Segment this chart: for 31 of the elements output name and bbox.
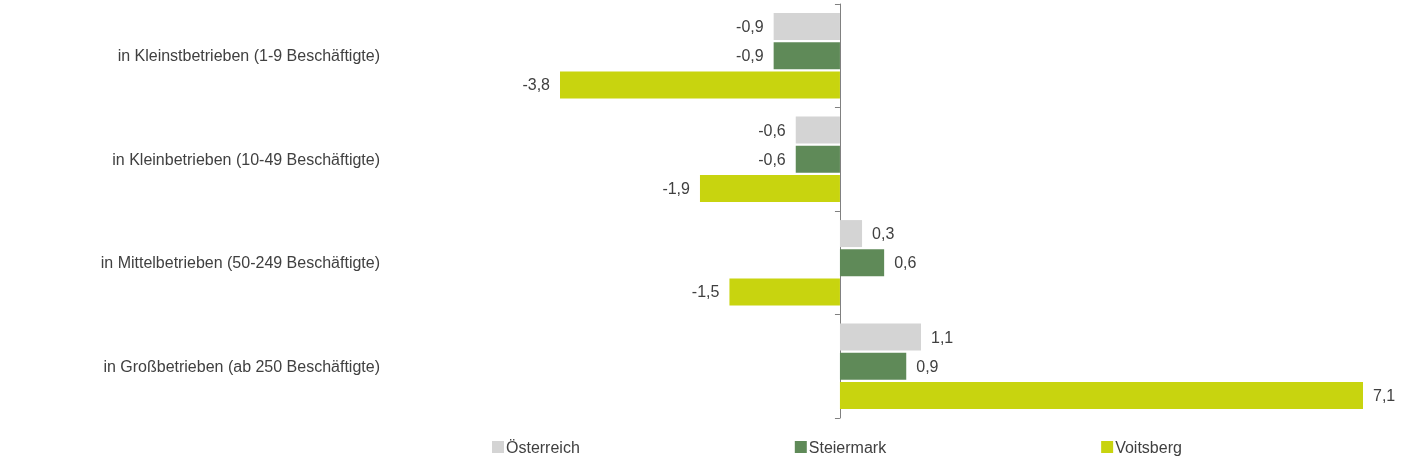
data-label: 1,1 bbox=[930, 328, 954, 346]
y-tick-label: in Kleinbetrieben (10-49 Beschäftigte) bbox=[112, 150, 380, 168]
y-tick-label: in Kleinstbetrieben (1-9 Beschäftigte) bbox=[117, 47, 380, 65]
data-label: -1,9 bbox=[662, 179, 691, 197]
data-label: 0,6 bbox=[894, 254, 917, 272]
bar bbox=[560, 71, 840, 99]
bar bbox=[729, 278, 840, 306]
legend-label: Österreich bbox=[506, 438, 580, 456]
bar bbox=[699, 174, 840, 202]
data-label: 0,9 bbox=[916, 357, 939, 375]
legend-label: Voitsberg bbox=[1115, 438, 1182, 456]
bar bbox=[795, 145, 840, 173]
bar bbox=[839, 220, 863, 248]
bar bbox=[839, 249, 885, 277]
bar bbox=[773, 13, 840, 41]
data-label: -0,9 bbox=[736, 47, 764, 65]
bar bbox=[839, 352, 907, 380]
data-label: -1,5 bbox=[691, 283, 720, 301]
y-tick-label: in Großbetrieben (ab 250 Beschäftigte) bbox=[103, 357, 380, 375]
bar bbox=[839, 381, 1363, 409]
bar bbox=[839, 323, 921, 351]
data-label: -0,9 bbox=[736, 18, 764, 36]
data-label: -3,8 bbox=[522, 76, 551, 94]
data-label: -0,6 bbox=[758, 150, 786, 168]
legend-label: Steiermark bbox=[808, 438, 888, 456]
data-label: 0,3 bbox=[872, 225, 895, 243]
data-label: -0,6 bbox=[758, 121, 786, 139]
bar bbox=[773, 42, 840, 70]
y-tick-label: in Mittelbetrieben (50-249 Beschäftigte) bbox=[100, 254, 380, 272]
data-label: 7,1 bbox=[1373, 386, 1396, 404]
bar bbox=[795, 116, 840, 144]
